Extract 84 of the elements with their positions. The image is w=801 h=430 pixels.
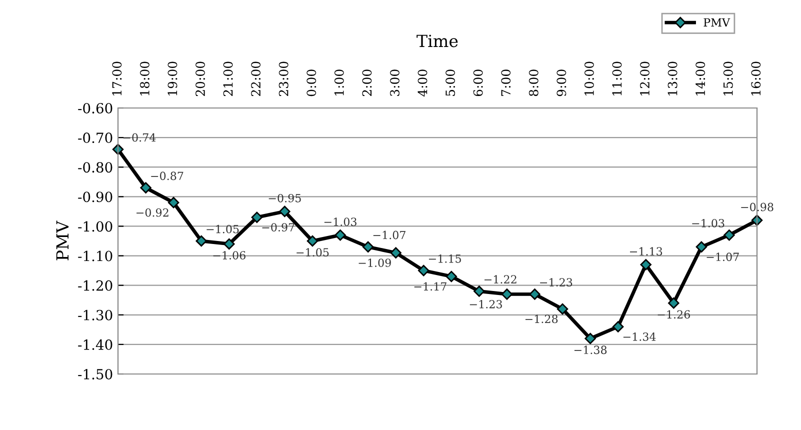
x-tick-label: 19:00 <box>168 62 178 96</box>
x-tick-label: 0:00 <box>306 70 316 96</box>
x-tick-label: 5:00 <box>446 70 456 96</box>
point <box>696 241 708 253</box>
point <box>529 288 540 300</box>
x-tick-label: 22:00 <box>251 62 261 96</box>
data-label: −1.22 <box>484 275 516 284</box>
point <box>668 297 680 309</box>
data-label: −1.34 <box>623 332 656 341</box>
x-tick-label: 1:00 <box>334 70 344 96</box>
x-tick-label: 3:00 <box>390 70 400 96</box>
y-tick-label: -1.30 <box>78 310 112 320</box>
data-label: −0.97 <box>262 223 294 232</box>
data-label: −1.03 <box>692 218 724 228</box>
x-tick-label: 15:00 <box>723 62 733 96</box>
data-label: −1.23 <box>470 300 502 308</box>
x-tick-label: 10:00 <box>584 62 594 96</box>
x-tick-label: 18:00 <box>140 62 150 96</box>
data-label: −1.05 <box>206 224 239 234</box>
data-label: −0.92 <box>136 208 168 217</box>
y-tick-label: -0.60 <box>78 102 112 114</box>
x-tick-label: 20:00 <box>196 62 205 96</box>
y-tick-label: -1.10 <box>78 250 112 262</box>
y-tick-label: -1.40 <box>78 339 112 350</box>
point <box>556 303 568 315</box>
data-label: −1.26 <box>658 310 690 319</box>
y-tick-label: -0.80 <box>78 162 112 173</box>
data-label: −0.87 <box>151 172 184 180</box>
x-tick-label: 13:00 <box>668 62 678 96</box>
point <box>612 321 624 332</box>
point <box>390 247 402 258</box>
x-tick-label: 23:00 <box>278 62 288 96</box>
x-tick-label: 9:00 <box>556 70 566 96</box>
point <box>362 241 374 253</box>
point <box>224 238 235 250</box>
point <box>640 259 652 270</box>
x-tick-label: 2:00 <box>362 70 372 96</box>
x-tick-label: 17:00 <box>112 62 122 96</box>
x-tick-label: 8:00 <box>528 70 538 96</box>
point <box>251 212 263 223</box>
x-tick-label: 21:00 <box>223 62 233 96</box>
legend-label: PMV <box>704 18 730 26</box>
x-tick-label: 4:00 <box>418 70 428 97</box>
data-label: −1.13 <box>630 247 662 256</box>
point <box>334 229 346 241</box>
y-tick-label: -1.00 <box>78 221 112 232</box>
x-tick-label: 14:00 <box>696 62 706 96</box>
y-tick-label: -1.20 <box>78 280 112 291</box>
data-label: −1.28 <box>525 314 558 324</box>
data-label: −0.95 <box>268 194 301 202</box>
point <box>418 264 430 276</box>
point <box>279 206 290 218</box>
data-label: −1.23 <box>540 278 572 286</box>
x-tick-label: 7:00 <box>501 70 511 96</box>
y-tick-label: -0.70 <box>78 132 112 144</box>
point <box>306 235 318 247</box>
point <box>168 196 180 208</box>
data-label: −1.05 <box>296 248 329 257</box>
x-tick-label: 16:00 <box>751 62 761 96</box>
data-label: −1.07 <box>373 230 406 240</box>
point <box>474 286 485 297</box>
data-label: −1.17 <box>414 282 446 291</box>
x-axis-title: Time <box>416 34 458 48</box>
y-tick-label: -0.90 <box>78 192 112 202</box>
x-tick-label: 12:00 <box>640 62 650 96</box>
data-label: −1.38 <box>574 346 607 354</box>
data-label: −0.74 <box>123 133 156 142</box>
data-label: −1.09 <box>358 258 391 267</box>
x-tick-label: 6:00 <box>473 70 483 96</box>
point <box>584 332 596 344</box>
data-label: −1.07 <box>706 252 739 262</box>
point <box>751 214 763 226</box>
point <box>446 270 457 282</box>
point <box>724 229 735 241</box>
point <box>140 182 152 194</box>
point <box>501 288 513 300</box>
point <box>112 144 124 155</box>
data-label: −1.15 <box>428 254 461 263</box>
y-axis-title: PMV <box>56 220 68 260</box>
x-tick-label: 11:00 <box>612 62 622 96</box>
y-tick-label: -1.50 <box>78 368 112 380</box>
data-label: −1.06 <box>213 251 246 260</box>
data-label: −1.03 <box>324 218 356 226</box>
point <box>196 235 207 247</box>
